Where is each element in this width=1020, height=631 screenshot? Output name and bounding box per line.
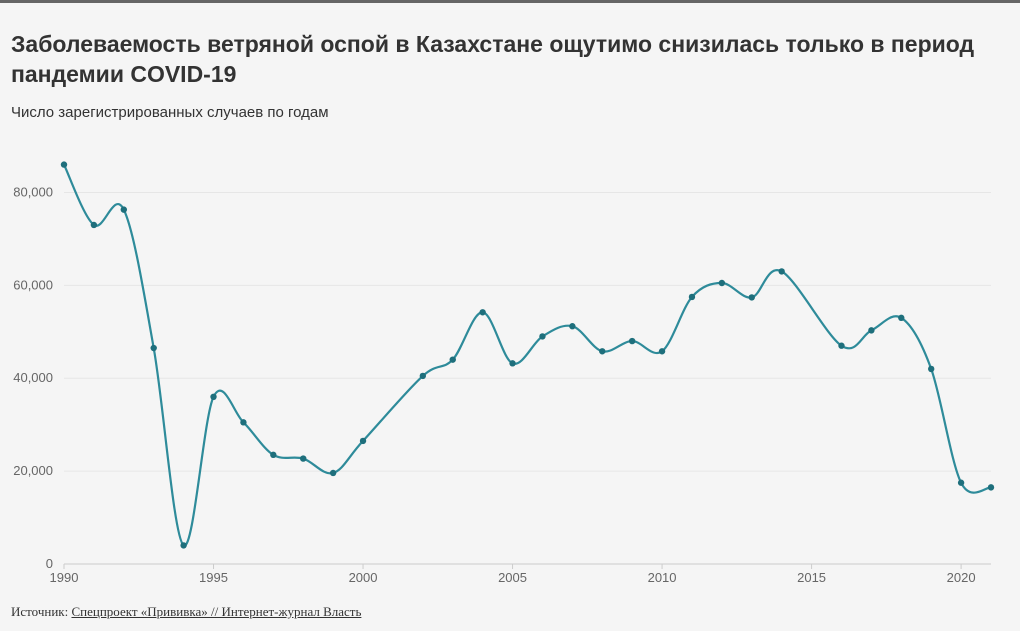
markers-group [60,161,995,549]
data-point-2010 [658,348,666,355]
data-point-2018 [898,314,905,322]
data-point-2004 [479,309,486,316]
data-point-2005 [509,360,516,367]
data-point-1996 [240,419,247,426]
data-point-2021 [987,484,995,491]
y-tick-label-60000: 60,000 [13,277,53,292]
data-point-2007 [569,323,576,330]
data-point-2000 [359,437,367,445]
chart-subtitle: Число зарегистрированных случаев по года… [11,104,329,121]
data-point-1993 [150,344,157,352]
y-tick-label-20000: 20,000 [13,463,53,478]
data-point-2013 [748,294,755,301]
data-point-1994 [180,542,187,549]
x-tick-label-2010: 2010 [648,570,677,585]
data-point-2011 [688,293,696,301]
x-tick-label-2015: 2015 [797,570,826,585]
gridlines [64,191,991,472]
x-tick-label-2005: 2005 [498,570,527,585]
source-label: Источник: [11,604,69,619]
data-point-2016 [838,342,845,349]
x-tick-label-2020: 2020 [947,570,976,585]
x-tick-label-1990: 1990 [50,570,79,585]
data-point-1990 [60,161,68,168]
data-point-2019 [927,365,935,373]
data-point-2020 [957,479,965,486]
y-tick-label-80000: 80,000 [13,184,53,199]
source-line: Источник: Спецпроект «Прививка» // Интер… [11,603,361,620]
data-point-2006 [539,333,546,340]
series-line-0 [62,163,993,547]
y-tick-label-0: 0 [46,556,53,571]
data-point-1999 [329,469,337,477]
data-point-1991 [90,221,98,229]
x-axis [63,563,991,569]
series-group [62,163,993,547]
top-accent-bar [0,0,1020,3]
x-tick-labels: 1990 1995 2000 2005 2010 2015 2020 [50,570,976,585]
y-tick-label-40000: 40,000 [13,370,53,385]
data-point-2002 [419,372,427,380]
data-point-2008 [599,348,606,355]
data-point-2014 [778,268,785,275]
data-point-1998 [300,455,307,462]
data-point-2017 [868,327,875,334]
data-point-1992 [120,206,128,213]
y-tick-labels: 0 20,000 40,000 60,000 80,000 [13,184,53,571]
data-point-1997 [270,451,277,459]
data-point-2012 [718,279,726,287]
data-point-1995 [210,393,217,400]
source-link[interactable]: Спецпроект «Прививка» // Интернет-журнал… [71,604,362,619]
data-point-2009 [628,337,636,345]
x-tick-label-1995: 1995 [199,570,228,585]
chart-title: Заболеваемость ветряной оспой в Казахста… [11,31,975,87]
x-tick-label-2000: 2000 [349,570,378,585]
data-point-2003 [449,356,456,363]
